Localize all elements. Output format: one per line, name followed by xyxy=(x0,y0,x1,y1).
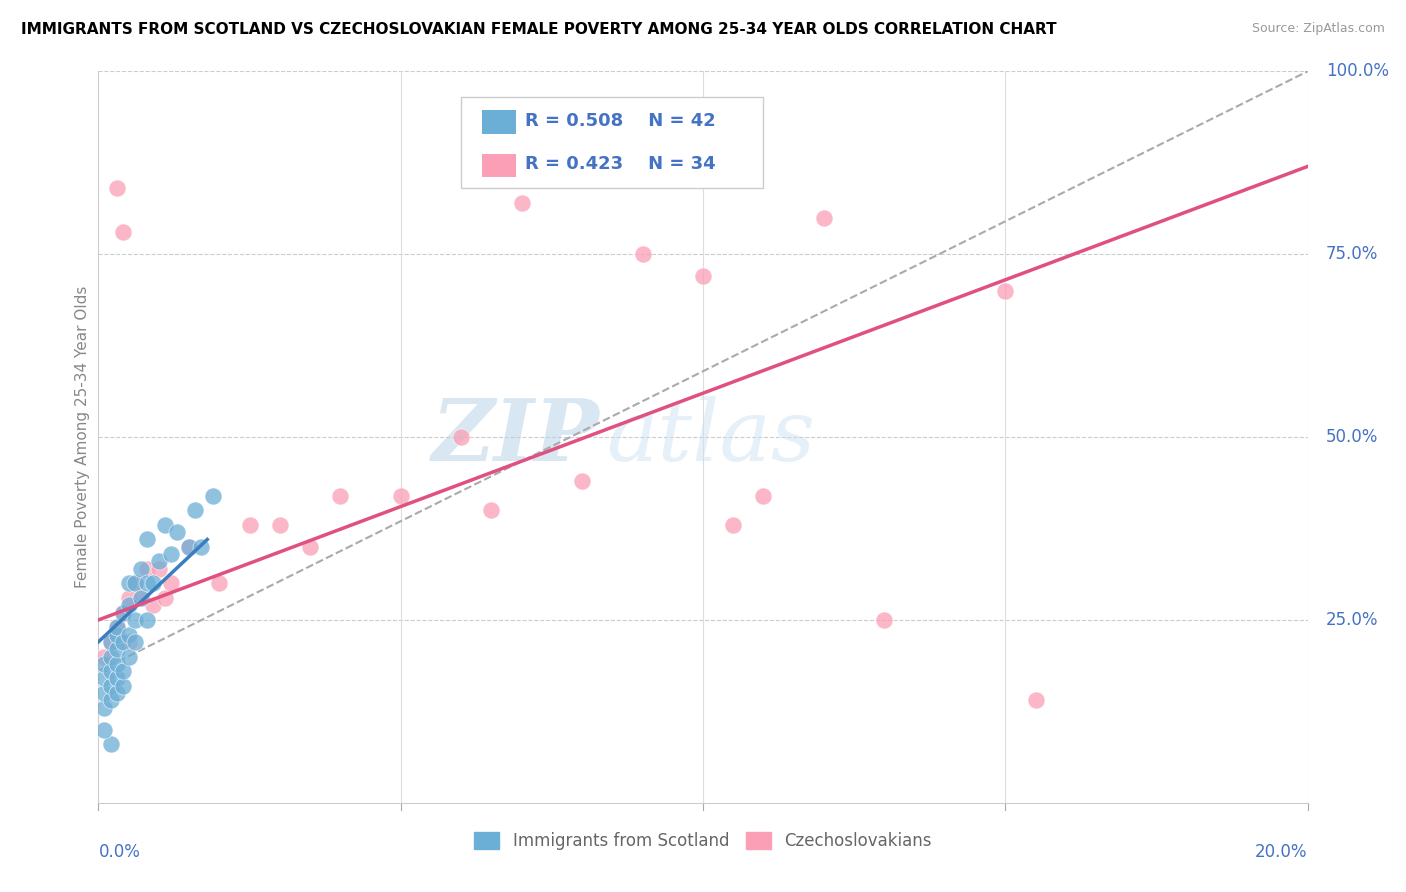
Point xyxy=(111,606,134,620)
Point xyxy=(105,686,128,700)
Point xyxy=(184,503,207,517)
Point xyxy=(994,284,1017,298)
Point xyxy=(118,635,141,649)
Point xyxy=(111,664,134,678)
Bar xyxy=(482,110,516,134)
Text: ZIP: ZIP xyxy=(433,395,600,479)
Point xyxy=(118,591,141,605)
Point xyxy=(873,613,896,627)
Point xyxy=(389,489,412,503)
Y-axis label: Female Poverty Among 25-34 Year Olds: Female Poverty Among 25-34 Year Olds xyxy=(75,286,90,588)
Point xyxy=(93,672,115,686)
Point xyxy=(135,613,157,627)
Point xyxy=(111,635,134,649)
Point xyxy=(160,576,183,591)
Point xyxy=(269,517,291,532)
Bar xyxy=(482,154,516,178)
Point xyxy=(1024,693,1046,707)
Text: 20.0%: 20.0% xyxy=(1256,843,1308,861)
Point xyxy=(105,620,128,634)
Point xyxy=(135,562,157,576)
Point xyxy=(93,686,115,700)
Point xyxy=(148,554,170,568)
Point xyxy=(129,562,152,576)
Point xyxy=(105,620,128,634)
Point xyxy=(100,664,122,678)
Point xyxy=(100,693,122,707)
Point xyxy=(93,657,115,671)
Point xyxy=(118,599,141,613)
Point xyxy=(135,533,157,547)
Point xyxy=(100,635,122,649)
Point xyxy=(100,679,122,693)
Point xyxy=(723,517,745,532)
Point xyxy=(481,503,503,517)
Text: R = 0.423    N = 34: R = 0.423 N = 34 xyxy=(526,155,716,173)
Point xyxy=(111,225,134,239)
Point xyxy=(118,576,141,591)
Point xyxy=(202,489,225,503)
Point xyxy=(124,576,146,591)
Point xyxy=(752,489,775,503)
Text: 50.0%: 50.0% xyxy=(1326,428,1378,446)
Text: atlas: atlas xyxy=(606,396,815,478)
Point xyxy=(111,606,134,620)
Point xyxy=(105,627,128,641)
Point xyxy=(118,649,141,664)
Point xyxy=(179,540,201,554)
Point xyxy=(179,540,201,554)
Text: R = 0.508    N = 42: R = 0.508 N = 42 xyxy=(526,112,716,129)
Point xyxy=(813,211,835,225)
Text: Source: ZipAtlas.com: Source: ZipAtlas.com xyxy=(1251,22,1385,36)
Legend: Immigrants from Scotland, Czechoslovakians: Immigrants from Scotland, Czechoslovakia… xyxy=(468,825,938,856)
Text: 25.0%: 25.0% xyxy=(1326,611,1378,629)
Point xyxy=(100,649,122,664)
Point xyxy=(148,562,170,576)
Point xyxy=(190,540,212,554)
Point xyxy=(105,657,128,671)
Point xyxy=(129,591,152,605)
Point xyxy=(93,649,115,664)
FancyBboxPatch shape xyxy=(461,97,763,188)
Point xyxy=(118,627,141,641)
Text: 100.0%: 100.0% xyxy=(1326,62,1389,80)
Point xyxy=(510,196,533,211)
Point xyxy=(692,269,714,284)
Point xyxy=(153,591,176,605)
Point xyxy=(571,474,593,488)
Point xyxy=(299,540,322,554)
Text: 0.0%: 0.0% xyxy=(98,843,141,861)
Point xyxy=(93,723,115,737)
Point xyxy=(100,635,122,649)
Point xyxy=(105,642,128,657)
Point xyxy=(208,576,231,591)
Point xyxy=(100,737,122,751)
Point xyxy=(450,430,472,444)
Point xyxy=(631,247,654,261)
Point xyxy=(329,489,352,503)
Point xyxy=(111,679,134,693)
Point xyxy=(105,181,128,195)
Point xyxy=(105,672,128,686)
Point xyxy=(124,576,146,591)
Text: 75.0%: 75.0% xyxy=(1326,245,1378,263)
Point xyxy=(124,613,146,627)
Point xyxy=(129,591,152,605)
Point xyxy=(135,576,157,591)
Point xyxy=(160,547,183,561)
Text: IMMIGRANTS FROM SCOTLAND VS CZECHOSLOVAKIAN FEMALE POVERTY AMONG 25-34 YEAR OLDS: IMMIGRANTS FROM SCOTLAND VS CZECHOSLOVAK… xyxy=(21,22,1057,37)
Point xyxy=(93,700,115,714)
Point xyxy=(142,599,165,613)
Point xyxy=(142,576,165,591)
Point xyxy=(153,517,176,532)
Point xyxy=(166,525,188,540)
Point xyxy=(239,517,262,532)
Point xyxy=(124,635,146,649)
